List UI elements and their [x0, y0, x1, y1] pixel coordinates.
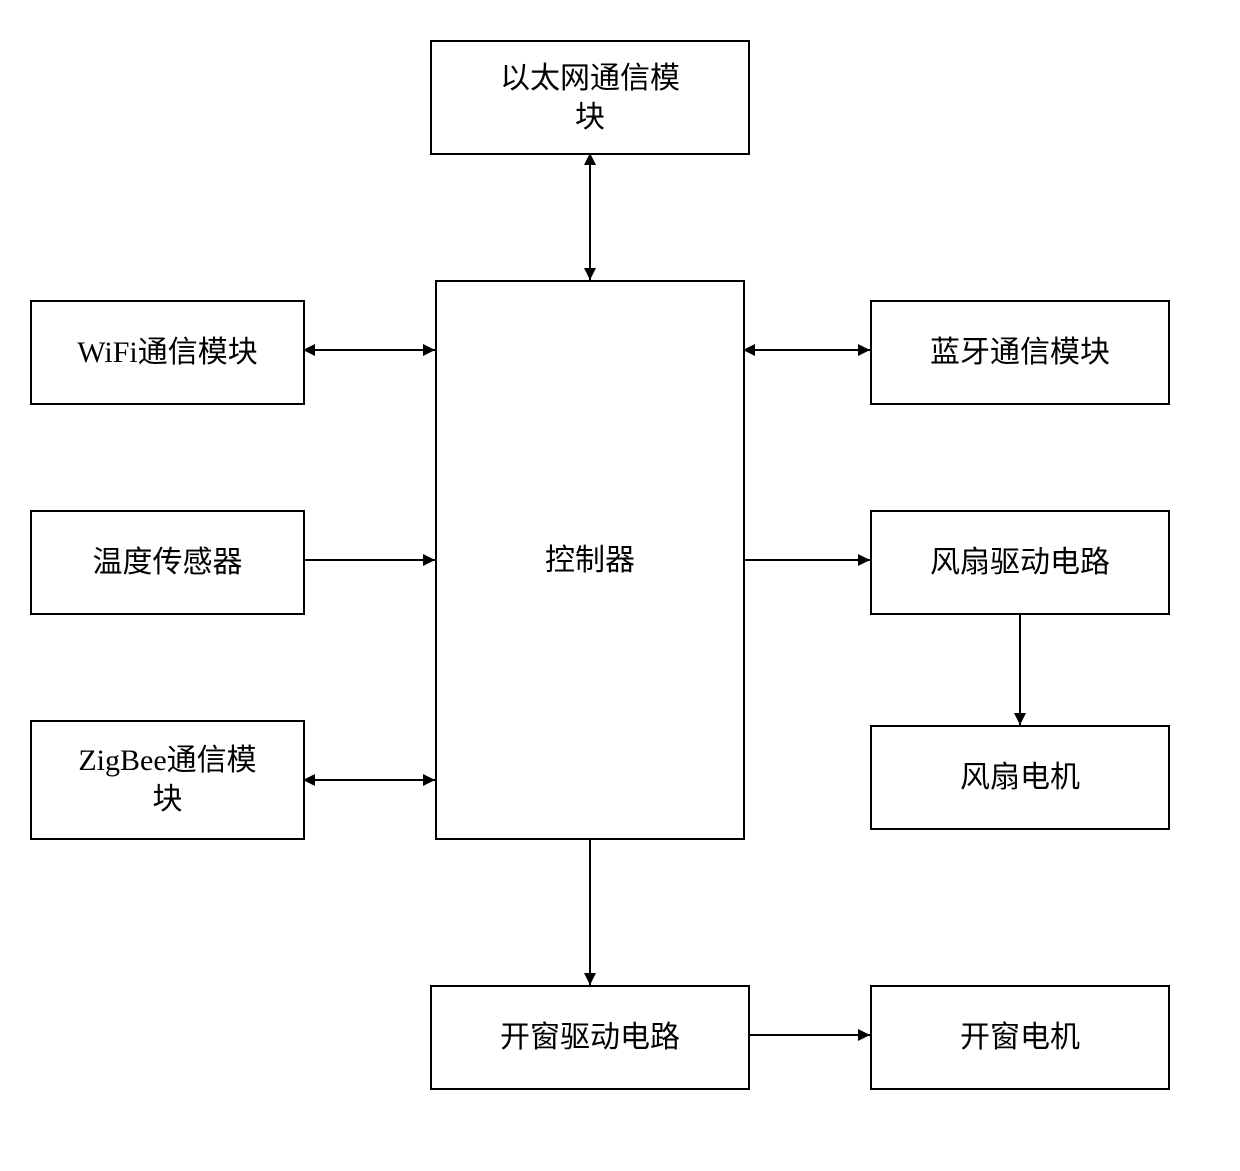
- node-fan-drive: 风扇驱动电路: [870, 510, 1170, 615]
- node-zigbee: ZigBee通信模块: [30, 720, 305, 840]
- node-label: 开窗电机: [960, 1018, 1080, 1057]
- node-label: 蓝牙通信模块: [930, 333, 1110, 372]
- node-label: 控制器: [545, 541, 635, 580]
- block-diagram: 以太网通信模块 WiFi通信模块 控制器 蓝牙通信模块 温度传感器 风扇驱动电路…: [0, 0, 1240, 1171]
- node-label: ZigBee通信模块: [78, 741, 256, 819]
- node-label: WiFi通信模块: [77, 333, 257, 372]
- node-label: 开窗驱动电路: [500, 1018, 680, 1057]
- node-wifi: WiFi通信模块: [30, 300, 305, 405]
- node-label: 以太网通信模块: [500, 59, 680, 137]
- node-controller: 控制器: [435, 280, 745, 840]
- node-temp-sensor: 温度传感器: [30, 510, 305, 615]
- node-label: 风扇驱动电路: [930, 543, 1110, 582]
- node-label: 风扇电机: [960, 758, 1080, 797]
- node-fan-motor: 风扇电机: [870, 725, 1170, 830]
- node-ethernet: 以太网通信模块: [430, 40, 750, 155]
- node-label: 温度传感器: [93, 543, 243, 582]
- node-window-motor: 开窗电机: [870, 985, 1170, 1090]
- node-bluetooth: 蓝牙通信模块: [870, 300, 1170, 405]
- node-window-drive: 开窗驱动电路: [430, 985, 750, 1090]
